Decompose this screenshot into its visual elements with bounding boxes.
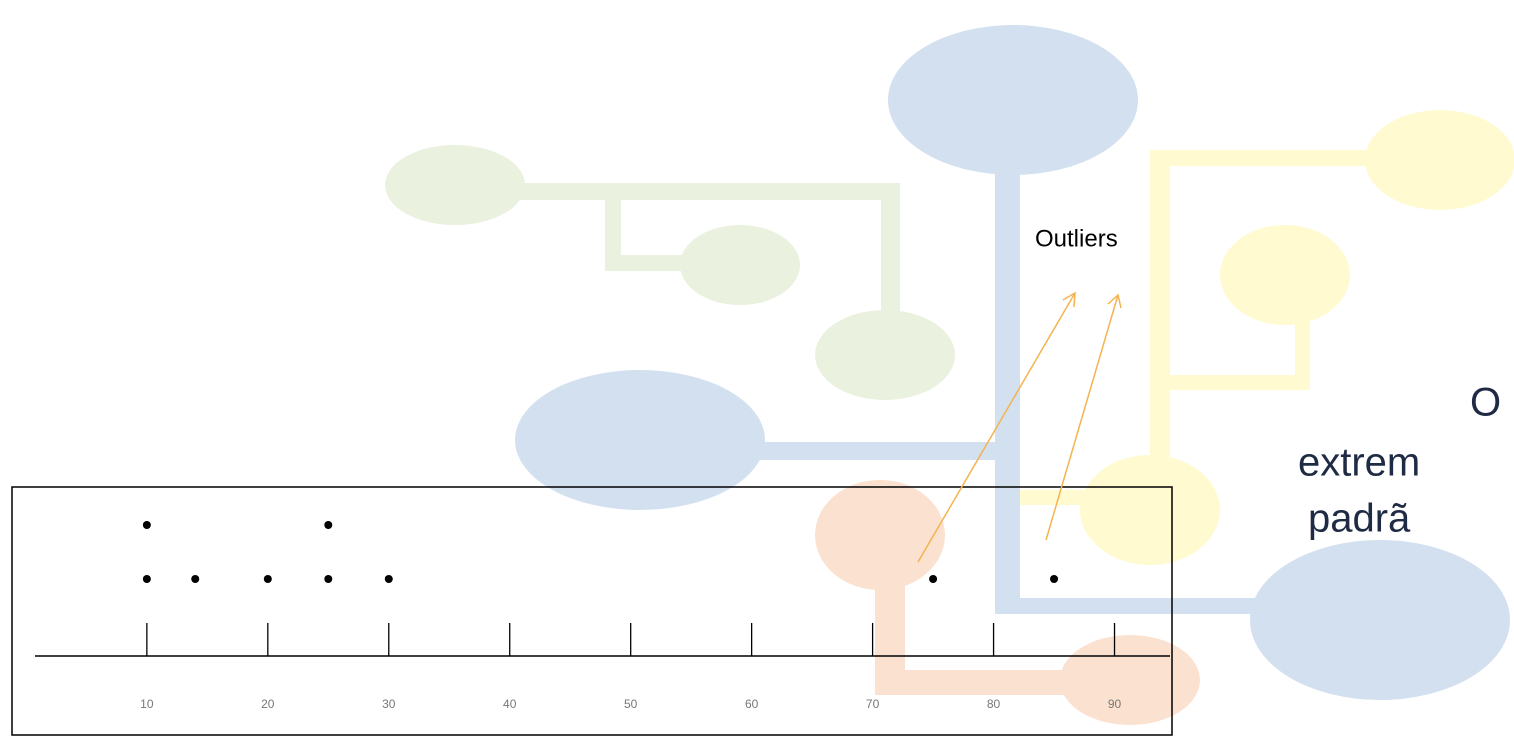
chart-frame bbox=[11, 486, 1173, 736]
dot bbox=[191, 575, 200, 583]
dot bbox=[263, 575, 272, 583]
x-tick-label: 30 bbox=[382, 697, 396, 711]
x-tick-label: 90 bbox=[1108, 697, 1122, 711]
x-tick-label: 70 bbox=[866, 697, 880, 711]
side-text: O bbox=[1470, 381, 1501, 425]
x-tick-label: 50 bbox=[624, 697, 638, 711]
background-decoration bbox=[385, 25, 1514, 725]
dot bbox=[929, 575, 938, 583]
x-tick-label: 20 bbox=[261, 697, 275, 711]
dot bbox=[324, 575, 333, 583]
dot bbox=[1050, 575, 1059, 583]
dot bbox=[142, 575, 151, 583]
annotation: Outliers bbox=[1035, 225, 1118, 252]
x-tick-label: 80 bbox=[987, 697, 1001, 711]
dot bbox=[142, 521, 151, 529]
x-tick-label: 60 bbox=[745, 697, 759, 711]
dot bbox=[324, 521, 333, 529]
side-text: extrem bbox=[1298, 441, 1420, 485]
x-tick-label: 40 bbox=[503, 697, 517, 711]
side-text: padrã bbox=[1308, 497, 1411, 541]
dot bbox=[384, 575, 393, 583]
x-tick-label: 10 bbox=[140, 697, 154, 711]
annotation-arrows bbox=[917, 291, 1122, 563]
